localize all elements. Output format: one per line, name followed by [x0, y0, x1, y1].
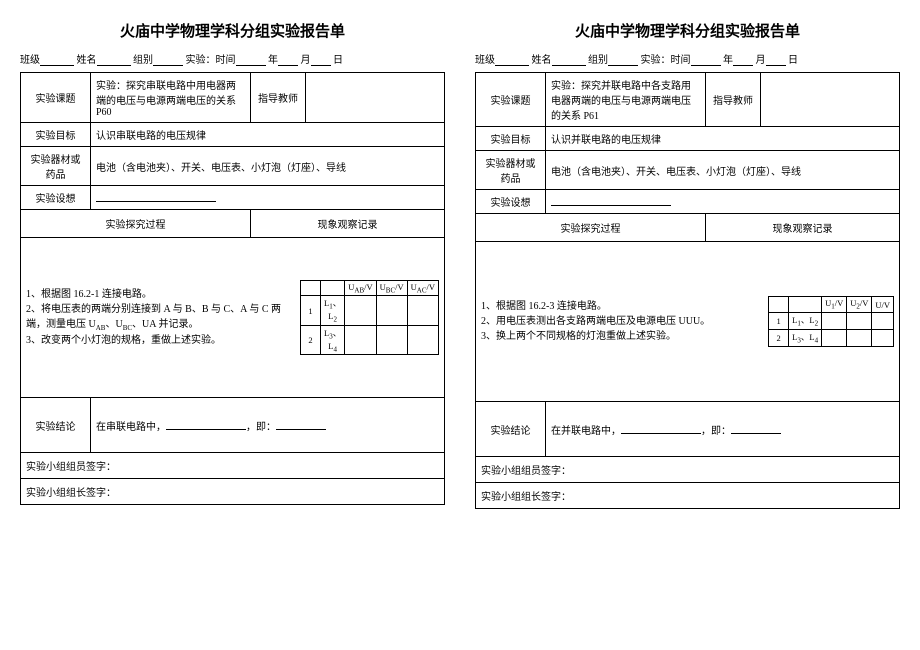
- report-sheet-left: 火庙中学物理学科分组实验报告单 班级 姓名 组别 实验：时间 年 月 日 实验课…: [20, 16, 445, 634]
- report-sheet-right: 火庙中学物理学科分组实验报告单 班级 姓名 组别 实验：时间 年 月 日 实验课…: [475, 16, 900, 634]
- idea-blank[interactable]: [91, 186, 445, 210]
- page-title: 火庙中学物理学科分组实验报告单: [475, 20, 900, 41]
- row-2-l: L3、L4: [789, 329, 822, 346]
- goal-value: 认识并联电路的电压规律: [546, 127, 900, 151]
- conclusion-label: 实验结论: [21, 398, 91, 453]
- idea-label: 实验设想: [21, 186, 91, 210]
- row-1: 1: [301, 296, 321, 325]
- year-label: 年: [268, 55, 278, 66]
- step-2: 2、将电压表的两端分别连接到 A 与 B、B 与 C、A 与 C 两端，测量电压…: [26, 302, 294, 334]
- page-title: 火庙中学物理学科分组实验报告单: [20, 20, 445, 41]
- equip-value: 电池（含电池夹）、开关、电压表、小灯泡（灯座）、导线: [91, 147, 445, 186]
- topic-label: 实验课题: [21, 73, 91, 123]
- process-body: 1、根据图 16.2-1 连接电路。 2、将电压表的两端分别连接到 A 与 B、…: [21, 238, 445, 398]
- name-label: 姓名: [77, 55, 97, 66]
- col-u2: U2/V: [847, 297, 872, 313]
- equip-label: 实验器材或药品: [21, 147, 91, 186]
- conclusion-value[interactable]: 在并联电路中，，即：: [546, 402, 900, 457]
- header-line: 班级 姓名 组别 实验：时间 年 月 日: [475, 51, 900, 66]
- teacher-label: 指导教师: [251, 73, 306, 123]
- class-blank[interactable]: [40, 54, 74, 66]
- month-label: 月: [301, 55, 311, 66]
- members-row[interactable]: 实验小组组员签字：: [21, 453, 445, 479]
- goal-value: 认识串联电路的电压规律: [91, 123, 445, 147]
- col-u1: U1/V: [822, 297, 847, 313]
- row-2-l: L3、L4: [321, 325, 345, 354]
- step-3: 3、换上两个不同规格的灯泡重做上述实验。: [481, 329, 762, 344]
- teacher-blank[interactable]: [306, 73, 445, 123]
- row-2: 2: [301, 325, 321, 354]
- header-line: 班级 姓名 组别 实验：时间 年 月 日: [20, 51, 445, 66]
- observe-label: 现象观察记录: [251, 210, 445, 238]
- goal-label: 实验目标: [21, 123, 91, 147]
- conclusion-value[interactable]: 在串联电路中，，即：: [91, 398, 445, 453]
- class-label: 班级: [20, 55, 40, 66]
- equip-value: 电池（含电池夹）、开关、电压表、小灯泡（灯座）、导线: [546, 151, 900, 190]
- time-blank[interactable]: [236, 54, 266, 66]
- name-blank[interactable]: [97, 54, 131, 66]
- row-1-l: L1、L2: [321, 296, 345, 325]
- row-1-l: L1、L2: [789, 313, 822, 330]
- month-blank[interactable]: [311, 54, 331, 66]
- leader-row[interactable]: 实验小组组长签字：: [21, 479, 445, 505]
- idea-blank[interactable]: [546, 190, 900, 214]
- step-2: 2、用电压表测出各支路两端电压及电源电压 UUU。: [481, 314, 762, 329]
- report-table: 实验课题 实验：探究并联电路中各支路用电器两端的电压与电源两端电压的关系 P61…: [475, 72, 900, 509]
- steps-text: 1、根据图 16.2-3 连接电路。 2、用电压表测出各支路两端电压及电源电压 …: [481, 299, 762, 344]
- report-table: 实验课题 实验：探究串联电路中用电器两端的电压与电源两端电压的关系 P60 指导…: [20, 72, 445, 505]
- col-uab: UAB/V: [345, 280, 376, 296]
- day-label: 日: [333, 55, 343, 66]
- group-label: 组别: [133, 55, 153, 66]
- step-1: 1、根据图 16.2-1 连接电路。: [26, 287, 294, 302]
- data-table: U1/V U2/V U/V 1L1、L2 2L3、L4: [768, 296, 894, 346]
- topic-value: 实验：探究并联电路中各支路用电器两端的电压与电源两端电压的关系 P61: [546, 73, 706, 127]
- col-uac: UAC/V: [407, 280, 438, 296]
- steps-text: 1、根据图 16.2-1 连接电路。 2、将电压表的两端分别连接到 A 与 B、…: [26, 287, 294, 349]
- leader-row[interactable]: 实验小组组长签字：: [476, 483, 900, 509]
- exp-label: 实验：时间: [186, 55, 236, 66]
- step-1: 1、根据图 16.2-3 连接电路。: [481, 299, 762, 314]
- group-blank[interactable]: [153, 54, 183, 66]
- year-blank[interactable]: [278, 54, 298, 66]
- process-body: 1、根据图 16.2-3 连接电路。 2、用电压表测出各支路两端电压及电源电压 …: [476, 242, 900, 402]
- teacher-blank[interactable]: [761, 73, 900, 127]
- col-ubc: UBC/V: [376, 280, 407, 296]
- members-row[interactable]: 实验小组组员签字：: [476, 457, 900, 483]
- topic-value: 实验：探究串联电路中用电器两端的电压与电源两端电压的关系 P60: [91, 73, 251, 123]
- process-label: 实验探究过程: [21, 210, 251, 238]
- data-table: UAB/V UBC/V UAC/V 1L1、L2 2L3、L4: [300, 280, 439, 355]
- step-3: 3、改变两个小灯泡的规格，重做上述实验。: [26, 333, 294, 348]
- col-u: U/V: [872, 297, 894, 313]
